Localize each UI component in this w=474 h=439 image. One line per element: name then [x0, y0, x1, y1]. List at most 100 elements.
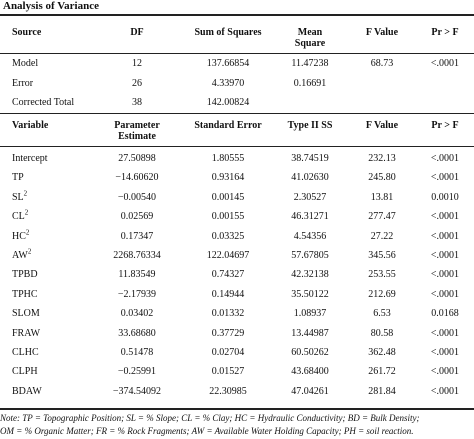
param-row-variable: SLOM [12, 308, 40, 319]
anova-row-value: 12 [132, 58, 142, 69]
param-row-value: 4.54356 [293, 231, 327, 242]
param-row-value: 0.00145 [211, 192, 245, 203]
param-row-variable: CLPH [12, 366, 38, 377]
param-row-variable: Intercept [12, 153, 48, 164]
param-row-value: 0.03402 [120, 308, 154, 319]
param-row-value: 41.02630 [291, 172, 329, 183]
param-row-value: 0.02704 [211, 347, 245, 358]
param-row-value: 35.50122 [291, 289, 329, 300]
param-row-value: 2268.76334 [113, 250, 161, 261]
anova-row-value: 26 [132, 78, 142, 89]
param-row-value: <.0001 [430, 289, 460, 300]
param-row-variable: HC2 [12, 228, 30, 242]
param-row-value: <.0001 [430, 172, 460, 183]
superscript: 2 [24, 208, 29, 217]
footnote-line-1: Note: TP = Topographic Position; SL = % … [0, 413, 420, 423]
param-row-value: <.0001 [430, 153, 460, 164]
anova-row-value: 0.16691 [293, 78, 327, 89]
param-row-value: <.0001 [430, 211, 460, 222]
param-row-value: 281.84 [368, 386, 396, 397]
param-row-value: 6.53 [373, 308, 391, 319]
param-row-variable: TPHC [12, 289, 38, 300]
param-row-value: 1.80555 [211, 153, 245, 164]
param-row-value: 27.50898 [118, 153, 156, 164]
param-row-value: 47.04261 [291, 386, 329, 397]
param-header-cell: Type II SS [287, 120, 333, 131]
anova-row-value: 137.66854 [206, 58, 250, 69]
param-row-value: 0.01527 [211, 366, 245, 377]
param-row-value: <.0001 [430, 328, 460, 339]
param-row-variable: TP [12, 172, 24, 183]
param-row-value: 0.93164 [211, 172, 245, 183]
anova-row-value: <.0001 [430, 58, 460, 69]
param-row-value: 38.74519 [291, 153, 329, 164]
anova-header-cell: Sum of Squares [194, 27, 262, 38]
anova-row-value: 4.33970 [211, 78, 245, 89]
anova-row-value: 68.73 [370, 58, 394, 69]
param-row-value: 13.81 [370, 192, 394, 203]
param-row-value: 60.50262 [291, 347, 329, 358]
bottom-rule [0, 408, 474, 410]
param-row-value: 0.0010 [431, 192, 459, 203]
param-row-value: 57.67805 [291, 250, 329, 261]
param-row-value: 2.30527 [293, 192, 327, 203]
param-row-value: 13.44987 [291, 328, 329, 339]
param-row-value: 0.51478 [120, 347, 154, 358]
param-row-value: 0.17347 [120, 231, 154, 242]
anova-header-cell: F Value [365, 27, 399, 38]
param-row-value: −0.00540 [117, 192, 157, 203]
param-row-value: 245.80 [368, 172, 396, 183]
param-row-value: 0.02569 [120, 211, 154, 222]
param-row-value: 277.47 [368, 211, 396, 222]
param-row-value: 345.56 [368, 250, 396, 261]
param-row-value: <.0001 [430, 269, 460, 280]
anova-header-cell: DF [130, 27, 144, 38]
param-row-value: <.0001 [430, 250, 460, 261]
param-row-value: 1.08937 [293, 308, 327, 319]
param-row-value: 212.69 [368, 289, 396, 300]
anova-row-label: Error [12, 78, 34, 89]
superscript: 2 [23, 189, 28, 198]
param-row-value: <.0001 [430, 347, 460, 358]
table-title: Analysis of Variance [3, 0, 99, 12]
anova-row-label: Model [12, 58, 39, 69]
superscript: 2 [25, 228, 30, 237]
param-row-value: 27.22 [370, 231, 394, 242]
top-rule [0, 14, 474, 16]
param-row-value: −14.60620 [115, 172, 159, 183]
param-row-value: 253.55 [368, 269, 396, 280]
param-row-value: 0.00155 [211, 211, 245, 222]
footnote-line-2: OM = % Organic Matter; FR = % Rock Fragm… [0, 426, 414, 436]
anova-header-cell: Pr > F [431, 27, 459, 38]
param-row-value: 43.68400 [291, 366, 329, 377]
anova-header-cell: Source [12, 27, 42, 38]
param-row-value: 0.03325 [211, 231, 245, 242]
param-row-value: −374.54092 [112, 386, 162, 397]
param-row-value: 22.30985 [209, 386, 247, 397]
param-row-value: <.0001 [430, 366, 460, 377]
param-header-cell: Standard Error [194, 120, 262, 131]
param-header-cell: Pr > F [431, 120, 459, 131]
anova-header-cell: Mean Square [294, 27, 326, 49]
param-row-variable: AW2 [12, 247, 32, 261]
param-row-value: 0.14944 [211, 289, 245, 300]
superscript: 2 [27, 247, 32, 256]
anova-row-value: 142.00824 [206, 97, 250, 108]
anova-bottom-rule [0, 113, 474, 114]
param-row-value: −0.25991 [117, 366, 157, 377]
param-row-variable: TPBD [12, 269, 38, 280]
param-row-value: 0.74327 [211, 269, 245, 280]
param-row-value: 261.72 [368, 366, 396, 377]
param-row-variable: SL2 [12, 189, 28, 203]
param-row-variable: BDAW [12, 386, 42, 397]
param-row-variable: CL2 [12, 208, 29, 222]
param-row-value: 46.31271 [291, 211, 329, 222]
param-row-value: <.0001 [430, 386, 460, 397]
anova-row-label: Corrected Total [12, 97, 75, 108]
param-header-cell: Parameter Estimate [114, 120, 160, 142]
param-row-value: 362.48 [368, 347, 396, 358]
param-row-value: 80.58 [370, 328, 394, 339]
param-row-value: 232.13 [368, 153, 396, 164]
param-row-value: 33.68680 [118, 328, 156, 339]
param-row-value: −2.17939 [117, 289, 157, 300]
